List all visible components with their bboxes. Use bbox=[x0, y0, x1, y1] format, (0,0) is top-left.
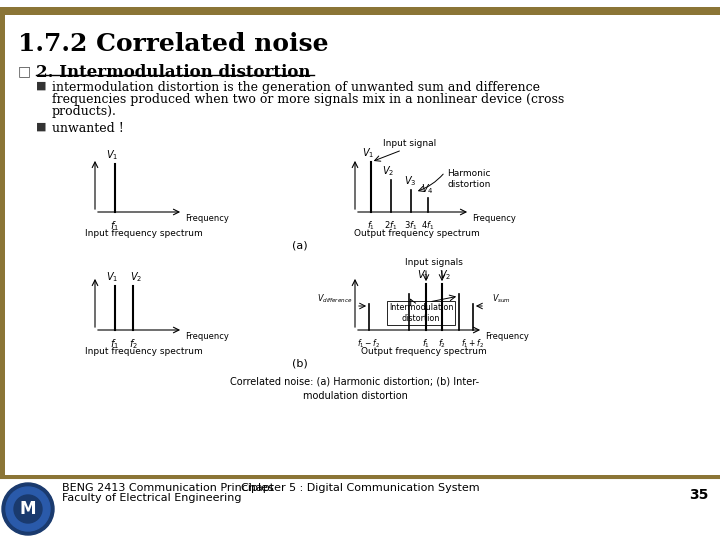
Text: $f_1+f_2$: $f_1+f_2$ bbox=[462, 337, 485, 349]
Text: $V_1$: $V_1$ bbox=[106, 148, 118, 162]
Text: $V_1$: $V_1$ bbox=[106, 270, 118, 284]
Text: $f_1$: $f_1$ bbox=[110, 337, 120, 351]
Text: □: □ bbox=[18, 64, 31, 78]
Bar bbox=[0, 7, 720, 15]
Text: $V_4$: $V_4$ bbox=[420, 182, 433, 196]
Text: Frequency: Frequency bbox=[185, 332, 229, 341]
Text: $V_{sum}$: $V_{sum}$ bbox=[492, 293, 511, 305]
Text: Frequency: Frequency bbox=[485, 332, 529, 341]
Text: $V_1$: $V_1$ bbox=[417, 268, 429, 282]
Text: Input signals: Input signals bbox=[405, 258, 463, 267]
Text: M: M bbox=[19, 500, 36, 518]
Text: $V_2$: $V_2$ bbox=[130, 270, 142, 284]
Text: $f_2$: $f_2$ bbox=[438, 337, 446, 349]
Text: ■: ■ bbox=[36, 81, 47, 91]
Text: $V_{difference}$: $V_{difference}$ bbox=[318, 293, 353, 305]
Text: Output frequency spectrum: Output frequency spectrum bbox=[361, 347, 487, 356]
Text: intermodulation distortion is the generation of unwanted sum and difference: intermodulation distortion is the genera… bbox=[52, 81, 540, 94]
Text: Input frequency spectrum: Input frequency spectrum bbox=[85, 229, 203, 238]
Text: Harmonic
distortion: Harmonic distortion bbox=[447, 169, 490, 189]
Text: 35: 35 bbox=[688, 488, 708, 502]
Circle shape bbox=[6, 487, 50, 531]
Text: ■: ■ bbox=[36, 122, 47, 132]
Text: frequencies produced when two or more signals mix in a nonlinear device (cross: frequencies produced when two or more si… bbox=[52, 93, 564, 106]
Text: Output frequency spectrum: Output frequency spectrum bbox=[354, 229, 480, 238]
Text: $f_1$: $f_1$ bbox=[110, 219, 120, 233]
Bar bbox=[0, 15, 5, 478]
Text: $f_1-f_2$: $f_1-f_2$ bbox=[357, 337, 381, 349]
Text: $2f_1$: $2f_1$ bbox=[384, 219, 397, 232]
Text: Chapter 5 : Digital Communication System: Chapter 5 : Digital Communication System bbox=[240, 483, 480, 493]
Text: Input signal: Input signal bbox=[383, 139, 436, 148]
Text: $3f_1$: $3f_1$ bbox=[405, 219, 418, 232]
Text: $V_3$: $V_3$ bbox=[404, 174, 416, 188]
Text: Faculty of Electrical Engineering: Faculty of Electrical Engineering bbox=[62, 493, 241, 503]
Text: $f_2$: $f_2$ bbox=[128, 337, 138, 351]
Text: unwanted !: unwanted ! bbox=[52, 122, 124, 135]
Text: $f_1$: $f_1$ bbox=[422, 337, 430, 349]
Text: Intermodulation
distortion: Intermodulation distortion bbox=[389, 303, 453, 323]
Text: $4f_1$: $4f_1$ bbox=[421, 219, 435, 232]
Text: $V_2$: $V_2$ bbox=[439, 268, 451, 282]
Text: Correlated noise: (a) Harmonic distortion; (b) Inter-
modulation distortion: Correlated noise: (a) Harmonic distortio… bbox=[230, 377, 480, 401]
Circle shape bbox=[14, 495, 42, 523]
Circle shape bbox=[2, 483, 54, 535]
Text: $f_1$: $f_1$ bbox=[367, 219, 375, 232]
Text: Frequency: Frequency bbox=[185, 214, 229, 223]
Text: 2. Intermodulation distortion: 2. Intermodulation distortion bbox=[36, 64, 310, 81]
Text: (b): (b) bbox=[292, 358, 308, 368]
Text: Frequency: Frequency bbox=[472, 214, 516, 223]
Text: $V_2$: $V_2$ bbox=[382, 164, 394, 178]
Text: Input frequency spectrum: Input frequency spectrum bbox=[85, 347, 203, 356]
Text: products).: products). bbox=[52, 105, 117, 118]
Text: BENG 2413 Communication Principles: BENG 2413 Communication Principles bbox=[62, 483, 274, 493]
Bar bbox=[0, 475, 720, 478]
Text: 1.7.2 Correlated noise: 1.7.2 Correlated noise bbox=[18, 32, 328, 56]
Text: $V_1$: $V_1$ bbox=[362, 146, 374, 160]
Text: (a): (a) bbox=[292, 240, 308, 250]
